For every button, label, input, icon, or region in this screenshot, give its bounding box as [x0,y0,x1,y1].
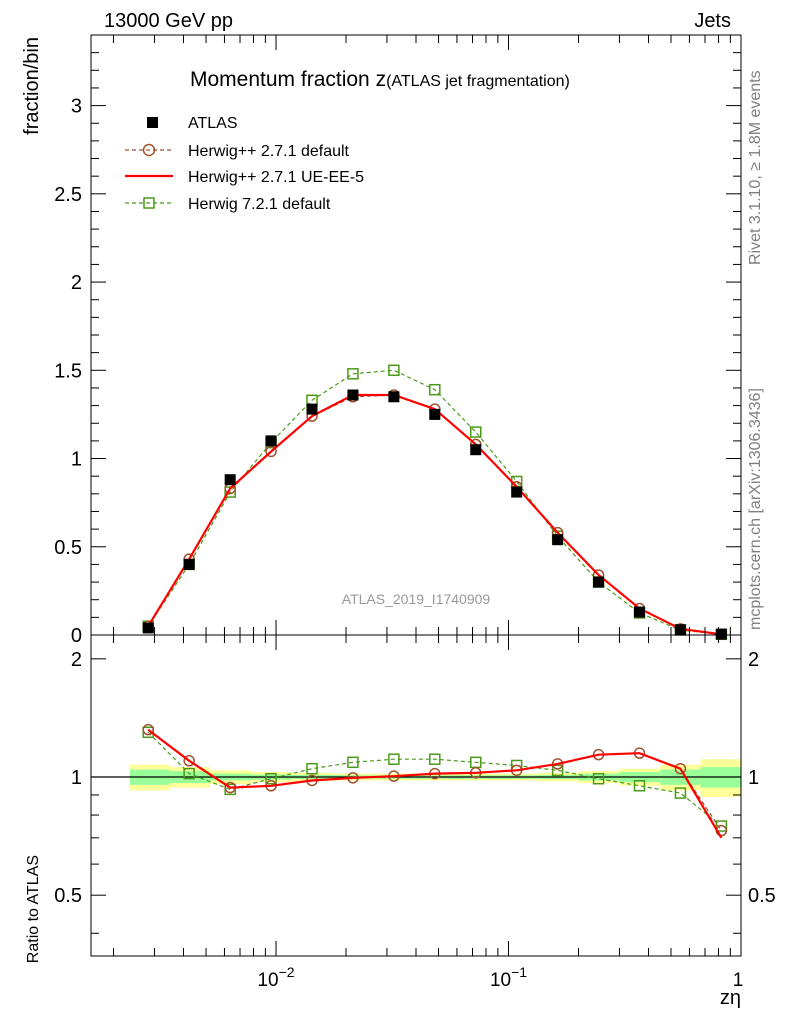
ratio-point-herwig-2-7-1-default [183,755,195,767]
ratio-y-axis-label: Ratio to ATLAS [25,855,42,963]
main-point-herwig-7-2-1-default [429,383,441,396]
ratio-point-herwig-7-2-1-default [715,820,728,832]
main-y-tick-label: 3 [71,96,82,118]
ratio-point-herwig-7-2-1-default [674,787,687,799]
chart-title-main: Momentum fraction [190,68,376,91]
main-point-atlas [593,576,605,588]
x-axis-label: zη [720,987,741,1009]
ratio-point-herwig-2-7-1-default [674,762,687,775]
main-point-atlas [429,408,441,420]
rivet-label: Rivet 3.1.10, ≥ 1.8M events [747,70,764,265]
legend: ATLAS Herwig++ 2.7.1 default Herwig++ 2.… [125,115,364,213]
x-tick-label: 10−2 [257,964,294,991]
legend-entry-atlas: ATLAS [147,115,238,132]
main-point-atlas [347,389,359,401]
main-y-tick-label: 0.5 [54,537,82,559]
legend-entry-herwigpp-ueee5: Herwig++ 2.7.1 UE-EE-5 [125,169,364,186]
legend-label-herwig7-default: Herwig 7.2.1 default [188,196,331,213]
main-point-atlas [183,558,195,570]
analysis-label: ATLAS_2019_I1740909 [342,591,491,607]
ratio-point-herwig-7-2-1-default [306,762,318,775]
header-jets-label: Jets [694,10,731,32]
ratio-y-tick-label: 2 [71,649,82,671]
x-tick-label-exponent: −2 [279,964,295,980]
chart-title-var: z [376,68,387,91]
x-tick-label: 1 [733,970,744,991]
ratio-y-tick-label-right: 1 [748,767,759,789]
main-point-atlas [634,606,646,618]
main-y-tick-label: 0 [71,625,82,647]
x-tick-label-base: 10 [257,970,278,991]
legend-marker-herwigpp-default [142,143,156,157]
legend-marker-atlas [147,117,158,128]
ratio-point-herwig-7-2-1-default [265,772,277,785]
chart-title-sub: (ATLAS jet fragmentation) [386,73,570,90]
ratio-point-herwig-7-2-1-default [183,767,195,780]
ratio-point-herwig-7-2-1-default [429,753,441,765]
main-point-atlas [470,444,482,456]
main-y-tick-label: 2 [71,272,82,294]
ratio-point-herwig-7-2-1-default [633,780,646,792]
main-y-tick-label: 1 [71,449,82,471]
legend-entry-herwig7-default: Herwig 7.2.1 default [125,196,331,213]
legend-label-herwigpp-ueee5: Herwig++ 2.7.1 UE-EE-5 [188,169,364,186]
ratio-point-herwig-7-2-1-default [388,753,400,765]
main-point-atlas [265,435,277,447]
x-tick-label: 10−1 [490,964,527,991]
x-tick-label-base: 10 [490,970,511,991]
axes: 10−2 10−1 100.511.522.530.5 0.51 12 2 [54,34,776,991]
ratio-line-herwig-7-2-1-default [147,731,722,827]
ratio-y-tick-label: 0.5 [54,885,82,907]
legend-entry-herwigpp-default: Herwig++ 2.7.1 default [125,143,350,160]
main-point-atlas [142,622,154,634]
ratio-point-herwig-7-2-1-default [551,764,564,777]
ratio-line-herwig-2-7-1-ue-ee-5 [147,728,723,839]
main-point-atlas [511,486,523,498]
main-point-atlas [224,474,236,486]
main-point-atlas [674,624,686,636]
data-curves [142,364,728,839]
main-point-herwig-7-2-1-default [347,368,359,380]
legend-label-herwigpp-default: Herwig++ 2.7.1 default [188,143,350,160]
mcplots-label: mcplots.cern.ch [arXiv:1306.3436] [747,388,764,630]
main-point-atlas [306,403,318,415]
ratio-point-herwig-7-2-1-default [347,756,359,769]
ratio-point-herwig-2-7-1-default [142,723,154,736]
main-point-herwig-7-2-1-default [388,364,400,377]
legend-marker-herwig7-default [143,197,155,209]
x-tick-label-exponent: −1 [511,964,527,980]
ratio-y-tick-label-right: 0.5 [748,885,776,907]
main-point-herwig-2-7-1-default [265,445,277,458]
main-y-tick-label: 1.5 [54,360,82,382]
ratio-point-herwig-7-2-1-default [592,772,605,785]
chart-title: Momentum fraction z(ATLAS jet fragmentat… [190,68,570,91]
header-energy-label: 13000 GeV pp [104,10,233,32]
main-point-atlas [552,534,564,546]
main-y-tick-label: 2.5 [54,184,82,206]
ratio-y-tick-label-right: 2 [748,649,759,671]
main-y-axis-label: fraction/bin [21,37,43,135]
legend-label-atlas: ATLAS [188,115,238,132]
ratio-y-tick-label: 1 [71,767,82,789]
ratio-plot-frame [90,634,742,957]
main-point-herwig-7-2-1-default [470,426,482,438]
main-point-atlas [715,628,727,640]
main-point-atlas [388,391,400,403]
